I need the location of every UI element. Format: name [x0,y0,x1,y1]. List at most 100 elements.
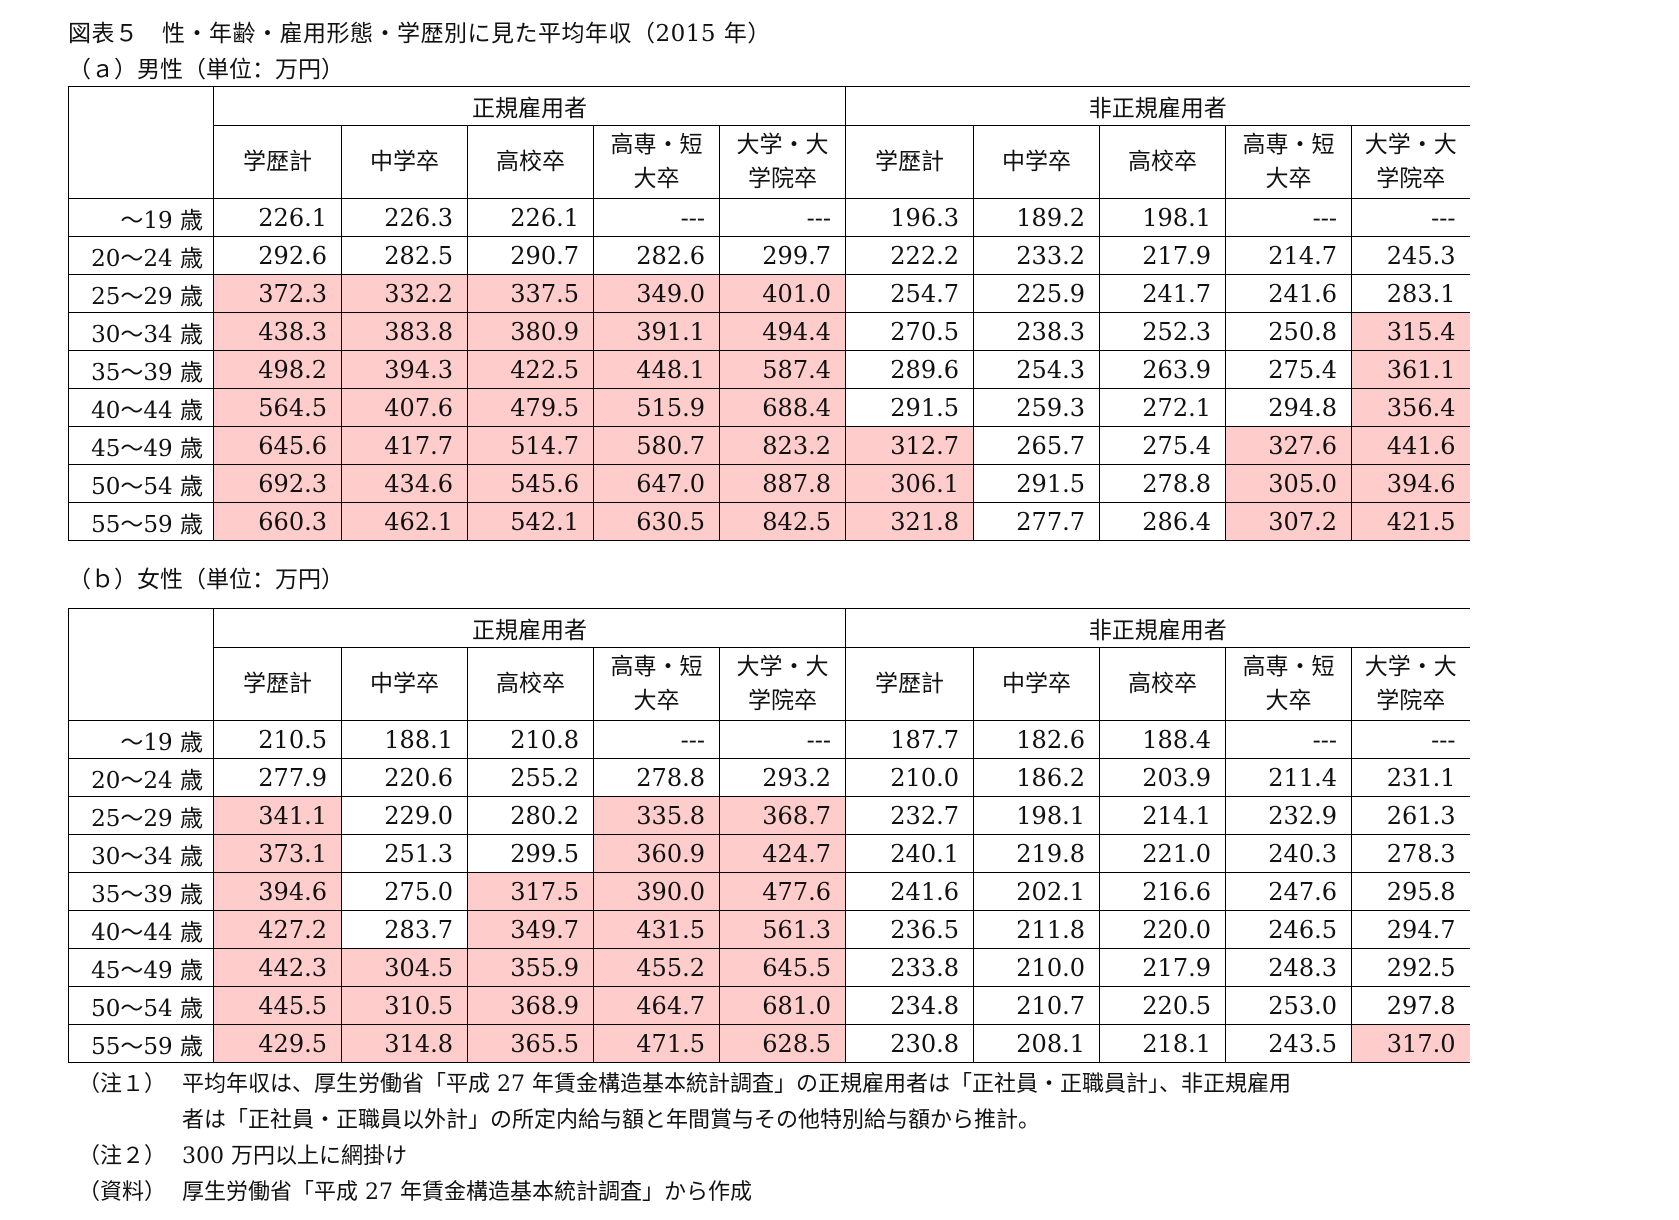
table-row: 35～39 歳 498.2 394.3 422.5 448.1 587.4 289.6 254… [68,350,1470,389]
column-header: 高校卒 [467,647,594,721]
income-cell: 220.0 [1099,910,1226,949]
age-group-label: 45～49 歳 [68,426,214,465]
income-cell: 186.2 [973,758,1100,797]
footnote-line: （注２） 300 万円以上に網掛け [78,1139,1291,1175]
income-cell-highlighted: 445.5 [213,986,342,1025]
income-cell-highlighted: 421.5 [1351,502,1470,541]
female-income-table: 正規雇用者 非正規雇用者 学歴計 中学卒 高校卒 高専・短 大卒 大学・大 学院卒 学歴計… [68,608,1470,1063]
income-cell: 230.8 [845,1024,974,1063]
income-cell: 246.5 [1225,910,1352,949]
income-cell: 282.5 [341,236,468,275]
income-cell-highlighted: 842.5 [719,502,846,541]
income-cell-highlighted: 441.6 [1351,426,1470,465]
income-cell: 251.3 [341,834,468,873]
income-cell: 217.9 [1099,948,1226,987]
group-header-nonregular: 非正規雇用者 [845,608,1470,648]
income-cell: 236.5 [845,910,974,949]
income-cell-highlighted: 306.1 [845,464,974,503]
income-cell: 245.3 [1351,236,1470,275]
income-cell: 291.5 [973,464,1100,503]
column-header: 学歴計 [845,647,974,721]
income-cell-highlighted: 335.8 [593,796,720,835]
column-header: 高校卒 [1099,647,1226,721]
income-cell-highlighted: 479.5 [467,388,594,427]
income-cell-highlighted: 580.7 [593,426,720,465]
income-cell: --- [1225,720,1352,759]
income-cell-highlighted: 317.0 [1351,1024,1470,1063]
income-cell: 211.4 [1225,758,1352,797]
income-cell: 198.1 [973,796,1100,835]
income-cell: 220.5 [1099,986,1226,1025]
income-cell: 214.1 [1099,796,1226,835]
income-cell: 210.7 [973,986,1100,1025]
column-header: 中学卒 [973,647,1100,721]
income-cell: 218.1 [1099,1024,1226,1063]
income-cell-highlighted: 455.2 [593,948,720,987]
income-cell: 278.8 [593,758,720,797]
age-group-label: 30～34 歳 [68,834,214,873]
income-cell: 241.6 [845,872,974,911]
income-cell: 231.1 [1351,758,1470,797]
income-cell: 272.1 [1099,388,1226,427]
income-cell-highlighted: 645.5 [719,948,846,987]
income-cell-highlighted: 349.7 [467,910,594,949]
income-cell: 240.1 [845,834,974,873]
age-group-label: 55～59 歳 [68,1024,214,1063]
income-cell-highlighted: 477.6 [719,872,846,911]
income-cell: 299.7 [719,236,846,275]
income-cell: 217.9 [1099,236,1226,275]
income-cell: --- [719,198,846,237]
income-cell-highlighted: 645.6 [213,426,342,465]
income-cell-highlighted: 307.2 [1225,502,1352,541]
table-row: 40～44 歳 564.5 407.6 479.5 515.9 688.4 291.5 259… [68,388,1470,427]
age-group-label: 25～29 歳 [68,796,214,835]
income-cell-highlighted: 337.5 [467,274,594,313]
income-cell: 214.7 [1225,236,1352,275]
age-group-label: 25～29 歳 [68,274,214,313]
table-row: 30～34 歳 373.1 251.3 299.5 360.9 424.7 240.1 219… [68,834,1470,873]
income-cell: 243.5 [1225,1024,1352,1063]
income-cell-highlighted: 448.1 [593,350,720,389]
income-cell: 275.0 [341,872,468,911]
income-cell: 203.9 [1099,758,1226,797]
table-row: 55～59 歳 429.5 314.8 365.5 471.5 628.5 230.8 208… [68,1024,1470,1063]
table-row: 45～49 歳 645.6 417.7 514.7 580.7 823.2 312.7 265… [68,426,1470,465]
income-cell: 210.0 [973,948,1100,987]
income-cell-highlighted: 391.1 [593,312,720,351]
male-income-table: 正規雇用者 非正規雇用者 学歴計 中学卒 高校卒 高専・短 大卒 大学・大 学院卒 学歴計… [68,86,1470,541]
income-cell: 293.2 [719,758,846,797]
column-header: 高校卒 [467,125,594,199]
income-cell-highlighted: 380.9 [467,312,594,351]
income-cell: 295.8 [1351,872,1470,911]
age-group-label: 35～39 歳 [68,350,214,389]
footnote-line: （注１） 平均年収は、厚生労働省「平成 27 年賃金構造基本統計調査」の正規雇用者… [78,1067,1291,1103]
column-header: 高校卒 [1099,125,1226,199]
income-cell: 188.1 [341,720,468,759]
table-row: 50～54 歳 445.5 310.5 368.9 464.7 681.0 234.8 210… [68,986,1470,1025]
income-cell-highlighted: 332.2 [341,274,468,313]
income-cell: 216.6 [1099,872,1226,911]
footnote-line: 者は「正社員・正職員以外計」の所定内給与額と年間賞与その他特別給与額から推計。 [78,1103,1291,1139]
income-cell-highlighted: 390.0 [593,872,720,911]
age-group-label: 35～39 歳 [68,872,214,911]
income-cell-highlighted: 394.6 [213,872,342,911]
income-cell: 219.8 [973,834,1100,873]
income-cell-highlighted: 368.7 [719,796,846,835]
income-cell-highlighted: 321.8 [845,502,974,541]
income-cell: 261.3 [1351,796,1470,835]
income-cell-highlighted: 355.9 [467,948,594,987]
income-cell: 221.0 [1099,834,1226,873]
income-cell: 253.0 [1225,986,1352,1025]
income-cell-highlighted: 372.3 [213,274,342,313]
income-cell-highlighted: 401.0 [719,274,846,313]
income-cell: 290.7 [467,236,594,275]
footnotes: （注１） 平均年収は、厚生労働省「平成 27 年賃金構造基本統計調査」の正規雇用者… [78,1067,1291,1211]
income-cell: --- [593,720,720,759]
age-group-label: 30～34 歳 [68,312,214,351]
income-cell-highlighted: 314.8 [341,1024,468,1063]
group-header-regular: 正規雇用者 [213,608,846,648]
income-cell-highlighted: 360.9 [593,834,720,873]
income-cell-highlighted: 310.5 [341,986,468,1025]
table-row: 25～29 歳 341.1 229.0 280.2 335.8 368.7 232.7 198… [68,796,1470,835]
income-cell-highlighted: 373.1 [213,834,342,873]
